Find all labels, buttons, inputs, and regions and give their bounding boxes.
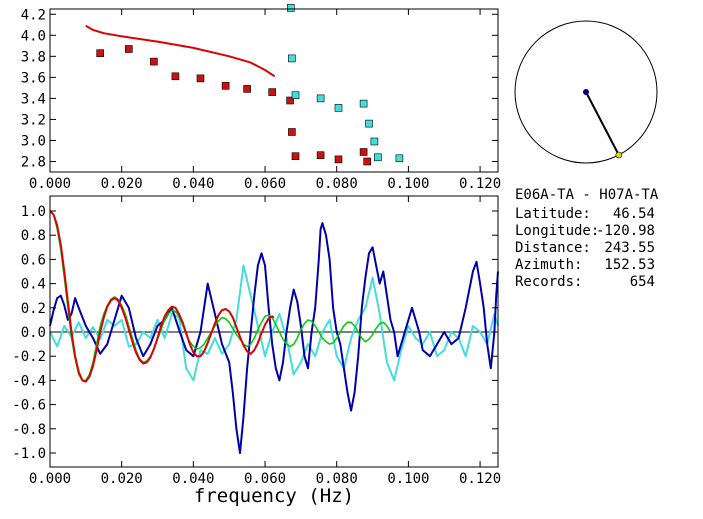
red-square-point	[96, 49, 104, 58]
correlation-line-plot: 1.0 0.8 0.6 0.4 0.2 0.0 -0.2 -0.4 -0.6 -0.8 -1.0 0…	[12, 195, 501, 507]
blue-correlation-line	[49, 222, 499, 454]
red-square-point	[334, 155, 343, 164]
top-y-ticks: 2.8 3.0 3.2 3.4 3.6 3.8 4.0 4.2	[21, 7, 498, 170]
red-model-line	[49, 210, 275, 383]
green-model-line	[49, 210, 392, 382]
top-plot-data	[85, 4, 404, 166]
cyan-square-point	[395, 154, 404, 163]
bottom-ytick-label: 0.8	[21, 228, 46, 244]
red-square-point	[359, 148, 368, 156]
bottom-xtick-label: 0.040	[172, 471, 214, 487]
cyan-correlation-line	[49, 264, 499, 382]
info-value-distance: 243.55	[604, 240, 655, 256]
top-ytick-label: 3.6	[21, 70, 46, 86]
top-xtick-label: 0.100	[387, 176, 429, 192]
bottom-ytick-label: 0.2	[21, 301, 46, 317]
bottom-xtick-label: 0.020	[101, 471, 143, 487]
info-label-distance: Distance:	[515, 240, 591, 256]
center-station-marker	[583, 89, 589, 95]
cyan-square-point	[286, 4, 295, 12]
bottom-xtick-label: 0.000	[29, 471, 71, 487]
map-circle	[514, 20, 658, 164]
bottom-ytick-label: -1.0	[12, 446, 46, 462]
top-ytick-label: 4.0	[21, 28, 46, 44]
top-ytick-label: 4.2	[21, 7, 46, 23]
red-square-point	[196, 74, 205, 83]
info-value-records: 654	[630, 274, 655, 290]
info-value-longitude: -120.98	[596, 223, 655, 239]
top-xtick-label: 0.060	[244, 176, 286, 192]
azimuth-map	[514, 20, 658, 164]
top-xtick-label: 0.120	[459, 176, 501, 192]
bottom-ytick-label: -0.4	[12, 373, 46, 389]
top-x-ticks: 0.000 0.020 0.040 0.060 0.080 0.100 0.120	[29, 9, 501, 192]
bottom-ytick-label: -0.2	[12, 349, 46, 365]
bottom-ytick-label: 1.0	[21, 204, 46, 220]
top-ytick-label: 2.8	[21, 154, 46, 170]
bottom-xtick-label: 0.120	[459, 471, 501, 487]
info-value-azimuth: 152.53	[604, 257, 655, 273]
red-square-point	[150, 57, 158, 66]
top-ytick-label: 3.0	[21, 133, 46, 149]
bottom-x-ticks: 0.000 0.020 0.040 0.060 0.080 0.100 0.120	[29, 196, 501, 487]
info-label-azimuth: Azimuth:	[515, 257, 582, 273]
bottom-plot-data	[49, 210, 499, 454]
top-ytick-label: 3.8	[21, 49, 46, 65]
bottom-xtick-label: 0.100	[387, 471, 429, 487]
azimuth-line	[585, 91, 620, 156]
info-label-longitude: Longitude:	[515, 223, 599, 239]
top-xtick-label: 0.020	[101, 176, 143, 192]
top-xtick-label: 0.080	[316, 176, 358, 192]
remote-station-marker	[615, 151, 623, 159]
info-label-latitude: Latitude:	[515, 206, 591, 222]
red-square-point	[316, 151, 325, 159]
station-pair-title: E06A-TA - H07A-TA	[515, 187, 659, 203]
red-square-point	[243, 85, 251, 93]
station-info-panel: E06A-TA - H07A-TA Latitude: 46.54 Longit…	[515, 187, 659, 290]
bottom-ytick-label: 0.6	[21, 252, 46, 268]
cyan-square-point	[291, 91, 300, 99]
bottom-xtick-label: 0.080	[316, 471, 358, 487]
bottom-y-ticks: 1.0 0.8 0.6 0.4 0.2 0.0 -0.2 -0.4 -0.6 -0.8 -1.0	[12, 204, 498, 462]
dispersion-curve-line	[85, 24, 276, 78]
cyan-square-point	[370, 137, 379, 146]
velocity-scatter-plot: 2.8 3.0 3.2 3.4 3.6 3.8 4.0 4.2 0.000 0.020 0.040…	[21, 4, 501, 192]
bottom-ytick-label: -0.6	[12, 398, 46, 414]
x-axis-label: frequency (Hz)	[194, 485, 354, 507]
red-square-point	[291, 152, 300, 160]
top-ytick-label: 3.4	[21, 91, 46, 107]
bottom-xtick-label: 0.060	[244, 471, 286, 487]
cyan-square-point	[374, 153, 382, 162]
top-xtick-label: 0.000	[29, 176, 71, 192]
info-label-records: Records:	[515, 274, 582, 290]
red-square-point	[221, 82, 230, 90]
info-value-latitude: 46.54	[613, 206, 655, 222]
bottom-ytick-label: -0.8	[12, 422, 46, 438]
cyan-square-point	[334, 104, 343, 112]
red-square-point	[288, 128, 296, 136]
red-square-point	[125, 45, 133, 53]
bottom-ytick-label: 0.0	[21, 325, 46, 341]
red-square-point	[268, 88, 277, 96]
top-plot-frame	[49, 8, 499, 173]
red-square-point	[363, 157, 372, 166]
cyan-square-point	[365, 119, 373, 128]
top-ytick-label: 3.2	[21, 112, 46, 128]
cyan-square-point	[359, 99, 368, 108]
top-xtick-label: 0.040	[172, 176, 214, 192]
cyan-square-point	[288, 54, 296, 63]
bottom-ytick-label: 0.4	[21, 277, 46, 293]
cyan-square-point	[316, 94, 325, 103]
red-square-point	[171, 72, 180, 81]
red-square-point	[286, 96, 294, 105]
